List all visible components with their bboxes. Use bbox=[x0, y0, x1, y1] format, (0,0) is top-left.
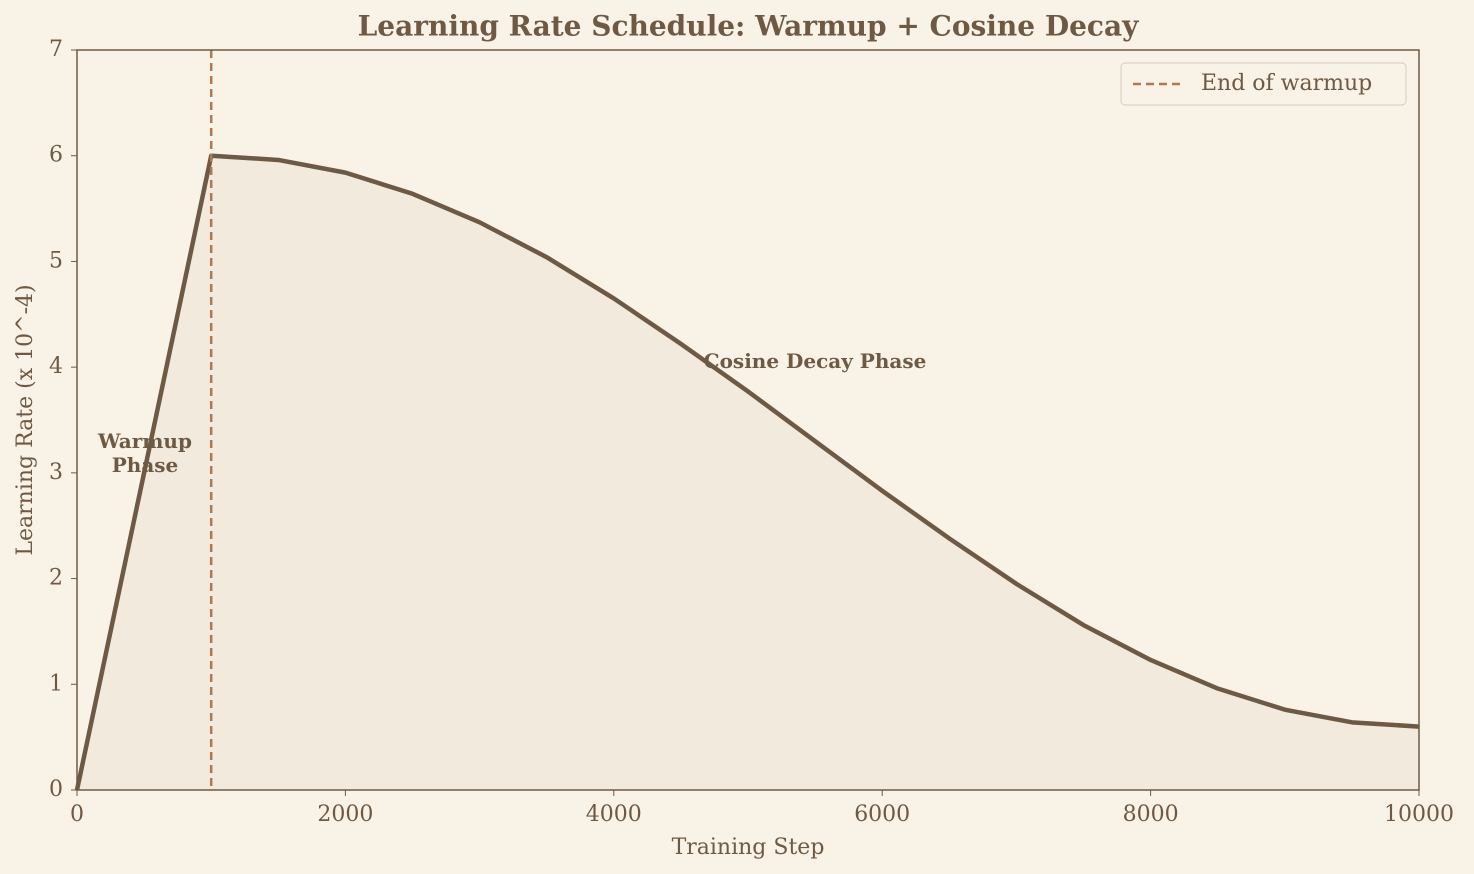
x-tick-label: 0 bbox=[70, 802, 84, 827]
chart-title: Learning Rate Schedule: Warmup + Cosine … bbox=[358, 10, 1140, 43]
y-axis-label: Learning Rate (x 10^-4) bbox=[13, 284, 38, 555]
plot-frame bbox=[76, 49, 1420, 791]
annotation: Warmup Phase bbox=[98, 429, 192, 477]
x-tick-label: 4000 bbox=[586, 802, 642, 827]
y-tick-label: 3 bbox=[49, 460, 63, 485]
legend-box bbox=[1120, 62, 1407, 106]
x-tick-label: 2000 bbox=[317, 802, 373, 827]
y-tick-label: 5 bbox=[49, 248, 63, 273]
y-tick-label: 4 bbox=[49, 354, 63, 379]
y-tick-label: 6 bbox=[49, 143, 63, 168]
y-tick-label: 0 bbox=[49, 777, 63, 802]
x-axis-label: Training Step bbox=[672, 835, 825, 860]
legend-label: End of warmup bbox=[1201, 71, 1372, 96]
x-tick-label: 10000 bbox=[1384, 802, 1454, 827]
y-tick-label: 7 bbox=[49, 37, 63, 62]
x-tick-label: 6000 bbox=[854, 802, 910, 827]
line bbox=[74, 153, 1420, 791]
annotation: Cosine Decay Phase bbox=[703, 349, 927, 373]
y-tick-label: 1 bbox=[49, 671, 63, 696]
area bbox=[77, 155, 1419, 790]
y-tick-label: 2 bbox=[49, 566, 63, 591]
x-tick-label: 8000 bbox=[1123, 802, 1179, 827]
